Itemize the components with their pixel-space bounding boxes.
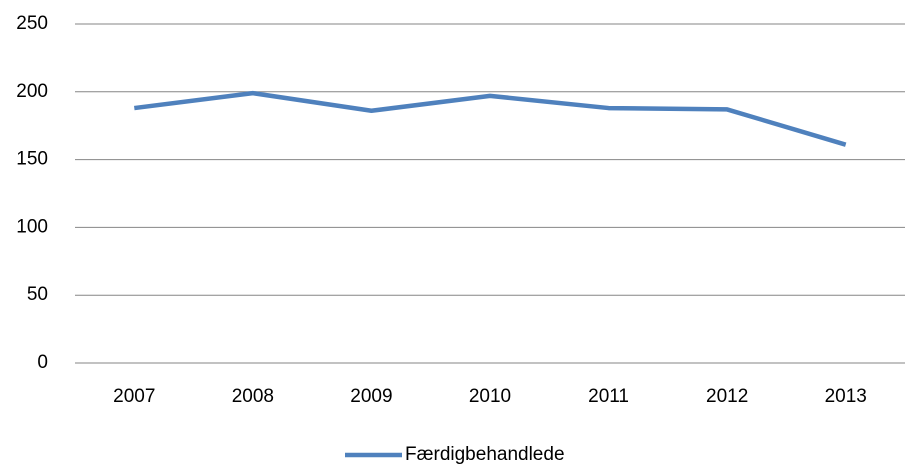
y-tick-label: 100 (16, 216, 48, 237)
legend-label: Færdigbehandlede (405, 444, 565, 465)
y-tick-label: 200 (16, 81, 48, 102)
y-tick-label: 250 (16, 13, 48, 34)
x-tick-label: 2009 (350, 386, 392, 407)
x-tick-label: 2011 (588, 386, 629, 407)
x-tick-label: 2013 (825, 386, 867, 407)
x-tick-label: 2010 (469, 386, 511, 407)
y-tick-label: 50 (27, 284, 48, 305)
x-tick-label: 2008 (232, 386, 274, 407)
y-tick-label: 0 (37, 352, 48, 373)
y-tick-label: 150 (16, 149, 48, 170)
data-line (134, 90, 847, 147)
x-tick-label: 2007 (113, 386, 155, 407)
x-tick-label: 2012 (706, 386, 748, 407)
